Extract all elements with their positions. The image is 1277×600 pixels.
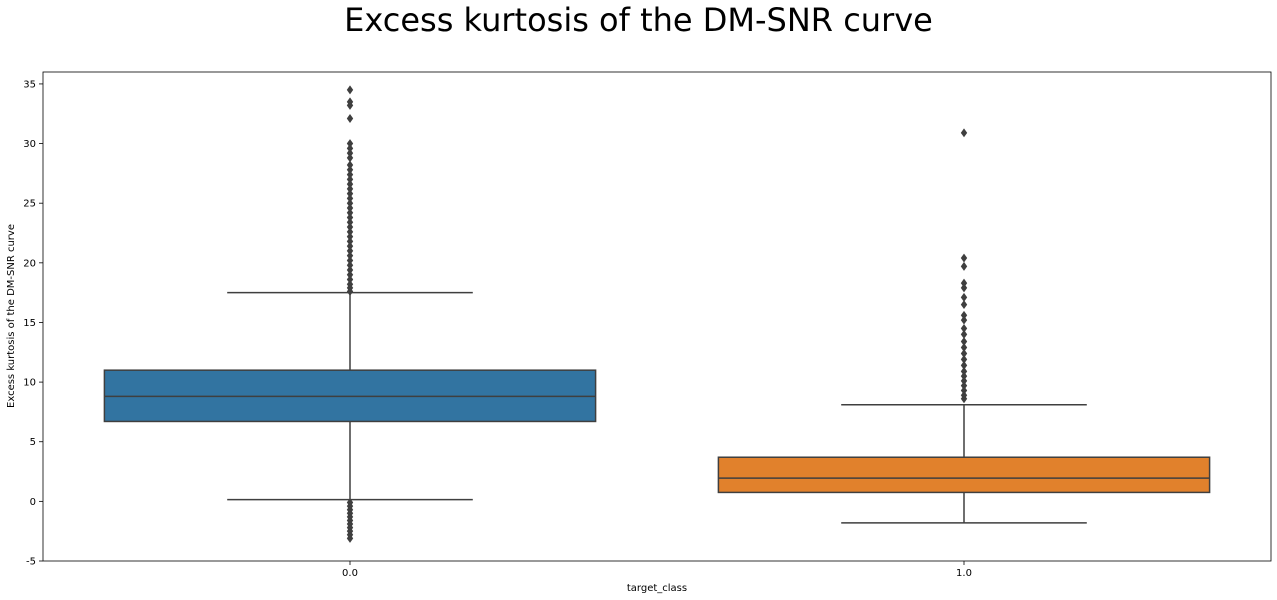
outlier-point [960,385,968,395]
iqr-box [717,456,1211,494]
outlier-point [960,329,968,339]
y-tick-label: 20 [23,258,36,269]
y-tick-label: 35 [23,79,36,90]
outlier-point [346,255,354,265]
outlier-point [960,337,968,347]
y-tick-label: -5 [26,557,36,568]
outlier-point [346,184,354,194]
outlier-point [960,348,968,358]
outlier-point [346,139,354,149]
y-tick-label: 15 [23,318,36,329]
x-tick-label: 1.0 [956,568,972,579]
outlier-point [960,323,968,333]
outlier-point [346,85,354,95]
outlier-point [346,114,354,123]
outlier-point [346,203,354,213]
outlier-point [346,533,354,543]
outlier-point [346,260,354,270]
outlier-point [346,227,354,237]
outlier-point [960,128,968,138]
outlier-point [346,165,354,175]
y-tick-label: 25 [23,199,36,210]
x-tick-label: 0.0 [342,568,358,579]
x-axis-label: target_class [627,583,687,594]
outlier-point [346,143,354,153]
outlier-point [960,315,968,325]
outlier-point [346,174,354,184]
outlier-point [960,371,968,381]
outlier-point [960,343,968,352]
outlier-point [346,160,354,170]
outlier-point [960,394,968,404]
y-axis-label: Excess kurtosis of the DM-SNR curve [6,224,17,408]
outlier-point [960,381,968,391]
outlier-point [346,213,354,222]
outlier-point [960,366,968,376]
outlier-point [346,100,354,110]
outlier-point [346,236,354,246]
outlier-point [346,270,354,280]
outlier-point [346,208,354,218]
outlier-point [346,170,354,180]
outlier-point [960,253,968,263]
y-tick-label: 30 [23,139,36,150]
outlier-point [346,148,354,158]
outlier-point [346,189,354,199]
outlier-point [346,246,354,256]
chart-title: Excess kurtosis of the DM-SNR curve [344,1,933,39]
outlier-point [960,278,968,288]
outlier-point [960,300,968,310]
y-tick-label: 10 [23,378,36,389]
outlier-point [960,283,968,293]
outlier-point [960,354,968,364]
outlier-point [346,265,354,275]
plot-frame [42,71,1272,562]
outlier-point [960,376,968,386]
outlier-point [346,222,354,232]
outlier-point [346,193,354,203]
outlier-point [960,261,968,271]
outlier-point [346,179,354,189]
outlier-point [346,153,354,163]
outlier-point [346,241,354,251]
outlier-point [346,275,354,285]
outlier-point [346,286,354,296]
y-tick-label: 0 [30,497,36,508]
outlier-point [960,360,968,370]
outlier-point [346,251,354,261]
outlier-point [346,198,354,208]
box-group-1.0 [717,128,1211,524]
outlier-point [346,232,354,242]
outlier-point [960,292,968,302]
box-group-0.0 [103,85,597,543]
y-tick-label: 5 [30,437,36,448]
outlier-point [960,310,968,320]
outlier-point [346,217,354,227]
